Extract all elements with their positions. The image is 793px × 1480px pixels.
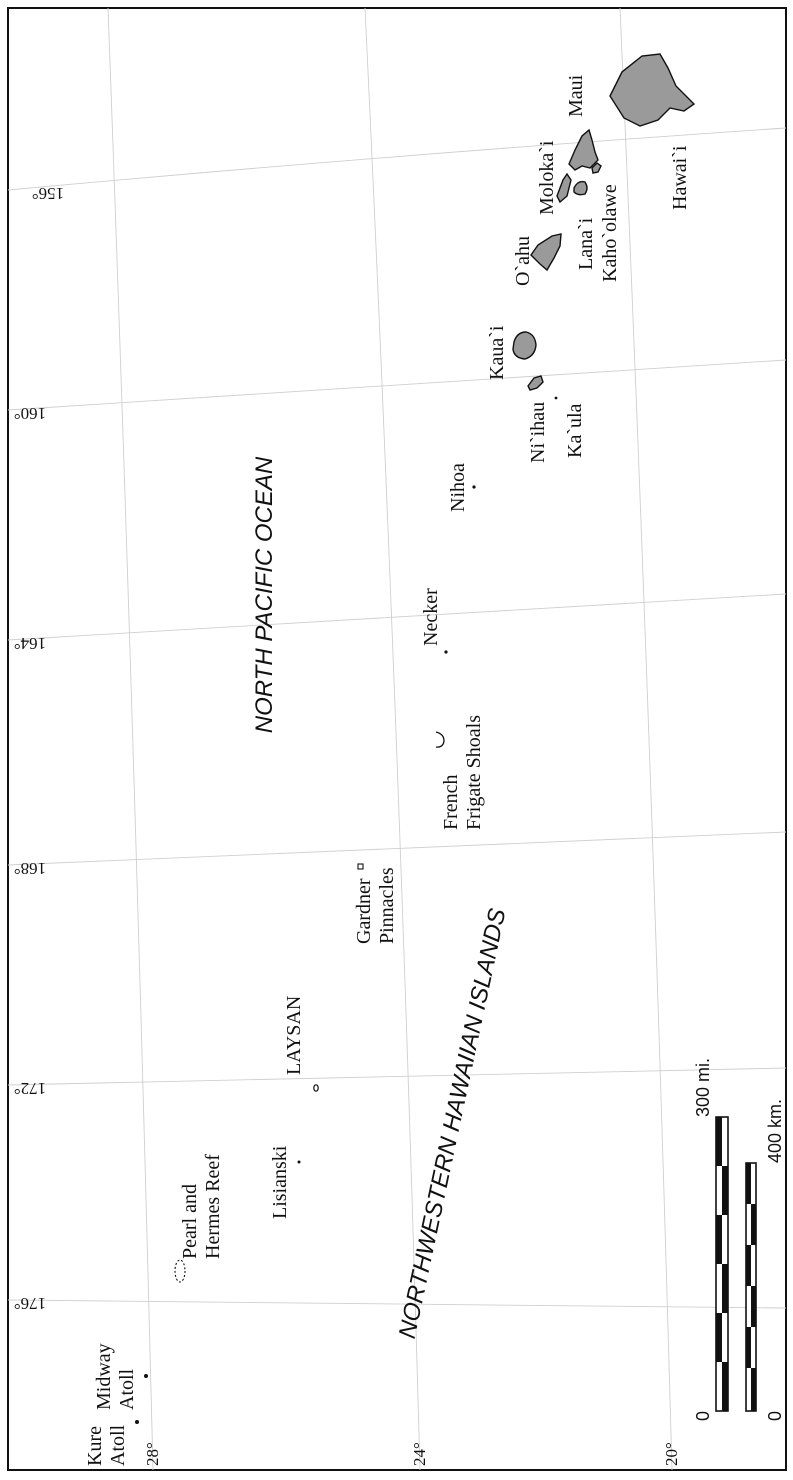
lon-label-160: 160° xyxy=(14,404,46,423)
kure-atoll-label-line1: Kure xyxy=(84,1426,106,1466)
parallel-24 xyxy=(364,7,421,1471)
kure-atoll-label: Kure Atoll xyxy=(84,1421,129,1466)
french-frigate-shoals-marker xyxy=(435,731,445,748)
maui-label: Maui xyxy=(565,74,587,117)
scale-bar-miles xyxy=(715,1116,729,1412)
lat-label-20: 20° xyxy=(662,1442,681,1466)
laysan-marker xyxy=(313,1084,319,1092)
molokai-shape xyxy=(556,172,572,204)
parallel-28 xyxy=(107,7,154,1471)
island-shapes xyxy=(135,53,696,1424)
meridian-164 xyxy=(7,593,787,641)
maui-shape xyxy=(568,128,599,171)
island-labels: Kure Atoll Midway Atoll Pearl and Hermes… xyxy=(84,74,691,1466)
pearl-and-hermes-reef-label-line1: Pearl and xyxy=(179,1184,201,1259)
gardner-pinnacles-label: Gardner Pinnacles xyxy=(353,867,398,944)
pearl-and-hermes-reef-label-line2: Hermes Reef xyxy=(202,1154,224,1259)
lat-label-24: 24° xyxy=(410,1442,429,1466)
midway-atoll-label-line2: Atoll xyxy=(116,1368,138,1410)
meridian-156 xyxy=(7,127,787,191)
parallel-20 xyxy=(619,7,673,1471)
hawaii-shape xyxy=(609,53,696,127)
scale-km-zero-label: 0 xyxy=(765,1411,785,1421)
lon-label-168: 168° xyxy=(14,859,46,878)
pearl-and-hermes-reef-label: Pearl and Hermes Reef xyxy=(179,1154,224,1259)
kaula-label: Ka`ula xyxy=(564,403,586,458)
lisianski-marker xyxy=(297,1160,301,1164)
kaula-marker xyxy=(554,396,558,400)
hawaii-label: Hawai`i xyxy=(669,145,691,210)
french-frigate-shoals-label-line1: French xyxy=(440,774,462,830)
scale-km-max-label: 400 km. xyxy=(765,1099,785,1163)
lon-label-176: 176° xyxy=(14,1294,46,1313)
oahu-label: O`ahu xyxy=(512,236,534,286)
lat-label-28: 28° xyxy=(143,1442,162,1466)
nihoa-marker xyxy=(472,485,476,489)
oahu-shape xyxy=(530,233,562,272)
french-frigate-shoals-label: French Frigate Shoals xyxy=(440,715,485,830)
scale-miles-zero-label: 0 xyxy=(693,1411,713,1421)
molokai-label: Moloka`i xyxy=(536,140,558,215)
kure-atoll-label-line2: Atoll xyxy=(107,1424,129,1466)
map-frame xyxy=(7,7,787,1471)
longitude-labels: 156° 160° 164° 168° 172° 176° xyxy=(14,184,64,1313)
necker-marker xyxy=(444,650,448,654)
scale-miles-max-label: 300 mi. xyxy=(693,1058,713,1117)
midway-atoll-label-line1: Midway xyxy=(93,1343,115,1410)
nihoa-label: Nihoa xyxy=(447,463,469,512)
niihau-shape xyxy=(527,375,544,391)
niihau-label: Ni`ihau xyxy=(527,402,549,463)
gardner-pinnacles-label-line2: Pinnacles xyxy=(376,867,398,944)
gardner-pinnacles-marker xyxy=(357,863,364,870)
lon-label-156: 156° xyxy=(32,184,64,203)
kahoolawe-label: Kaho`olawe xyxy=(599,184,621,282)
midway-atoll-marker xyxy=(144,1374,148,1378)
lanai-label: Lana`i xyxy=(575,217,597,270)
meridian-160 xyxy=(7,359,787,411)
kauai-shape xyxy=(512,331,537,360)
laysan-label: LAYSAN xyxy=(283,996,305,1075)
pearl-and-hermes-reef-marker xyxy=(174,1259,186,1283)
lanai-shape xyxy=(573,180,588,196)
meridian-168 xyxy=(7,831,787,866)
meridian-172 xyxy=(7,1067,787,1086)
necker-label: Necker xyxy=(420,588,442,646)
lisianski-label: Lisianski xyxy=(269,1145,291,1219)
lon-label-164: 164° xyxy=(14,634,46,653)
french-frigate-shoals-label-line2: Frigate Shoals xyxy=(463,715,485,830)
scale-bar: 0 300 mi. 0 400 km. xyxy=(693,1058,785,1421)
kauai-label: Kaua`i xyxy=(486,325,508,380)
scale-bar-km xyxy=(745,1162,757,1412)
gardner-pinnacles-label-line1: Gardner xyxy=(353,878,375,944)
kahoolawe-shape xyxy=(591,162,602,174)
lon-label-172: 172° xyxy=(14,1079,46,1098)
north-pacific-ocean-label: NORTH PACIFIC OCEAN xyxy=(251,456,278,733)
kure-atoll-marker xyxy=(135,1420,139,1424)
midway-atoll-label: Midway Atoll xyxy=(93,1338,138,1410)
latitude-labels: 28° 24° 20° xyxy=(143,1442,681,1466)
